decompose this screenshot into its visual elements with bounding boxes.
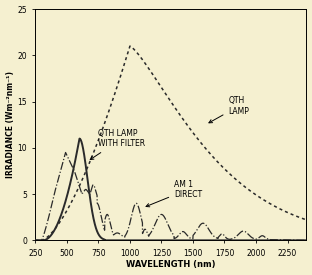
Text: AM 1
DIRECT: AM 1 DIRECT — [146, 180, 202, 207]
Text: QTH LAMP
WITH FILTER: QTH LAMP WITH FILTER — [90, 129, 145, 160]
Text: QTH
LAMP: QTH LAMP — [209, 97, 249, 123]
X-axis label: WAVELENGTH (nm): WAVELENGTH (nm) — [126, 260, 216, 270]
Y-axis label: IRRADIANCE (Wm⁻²nm⁻¹): IRRADIANCE (Wm⁻²nm⁻¹) — [6, 71, 15, 178]
